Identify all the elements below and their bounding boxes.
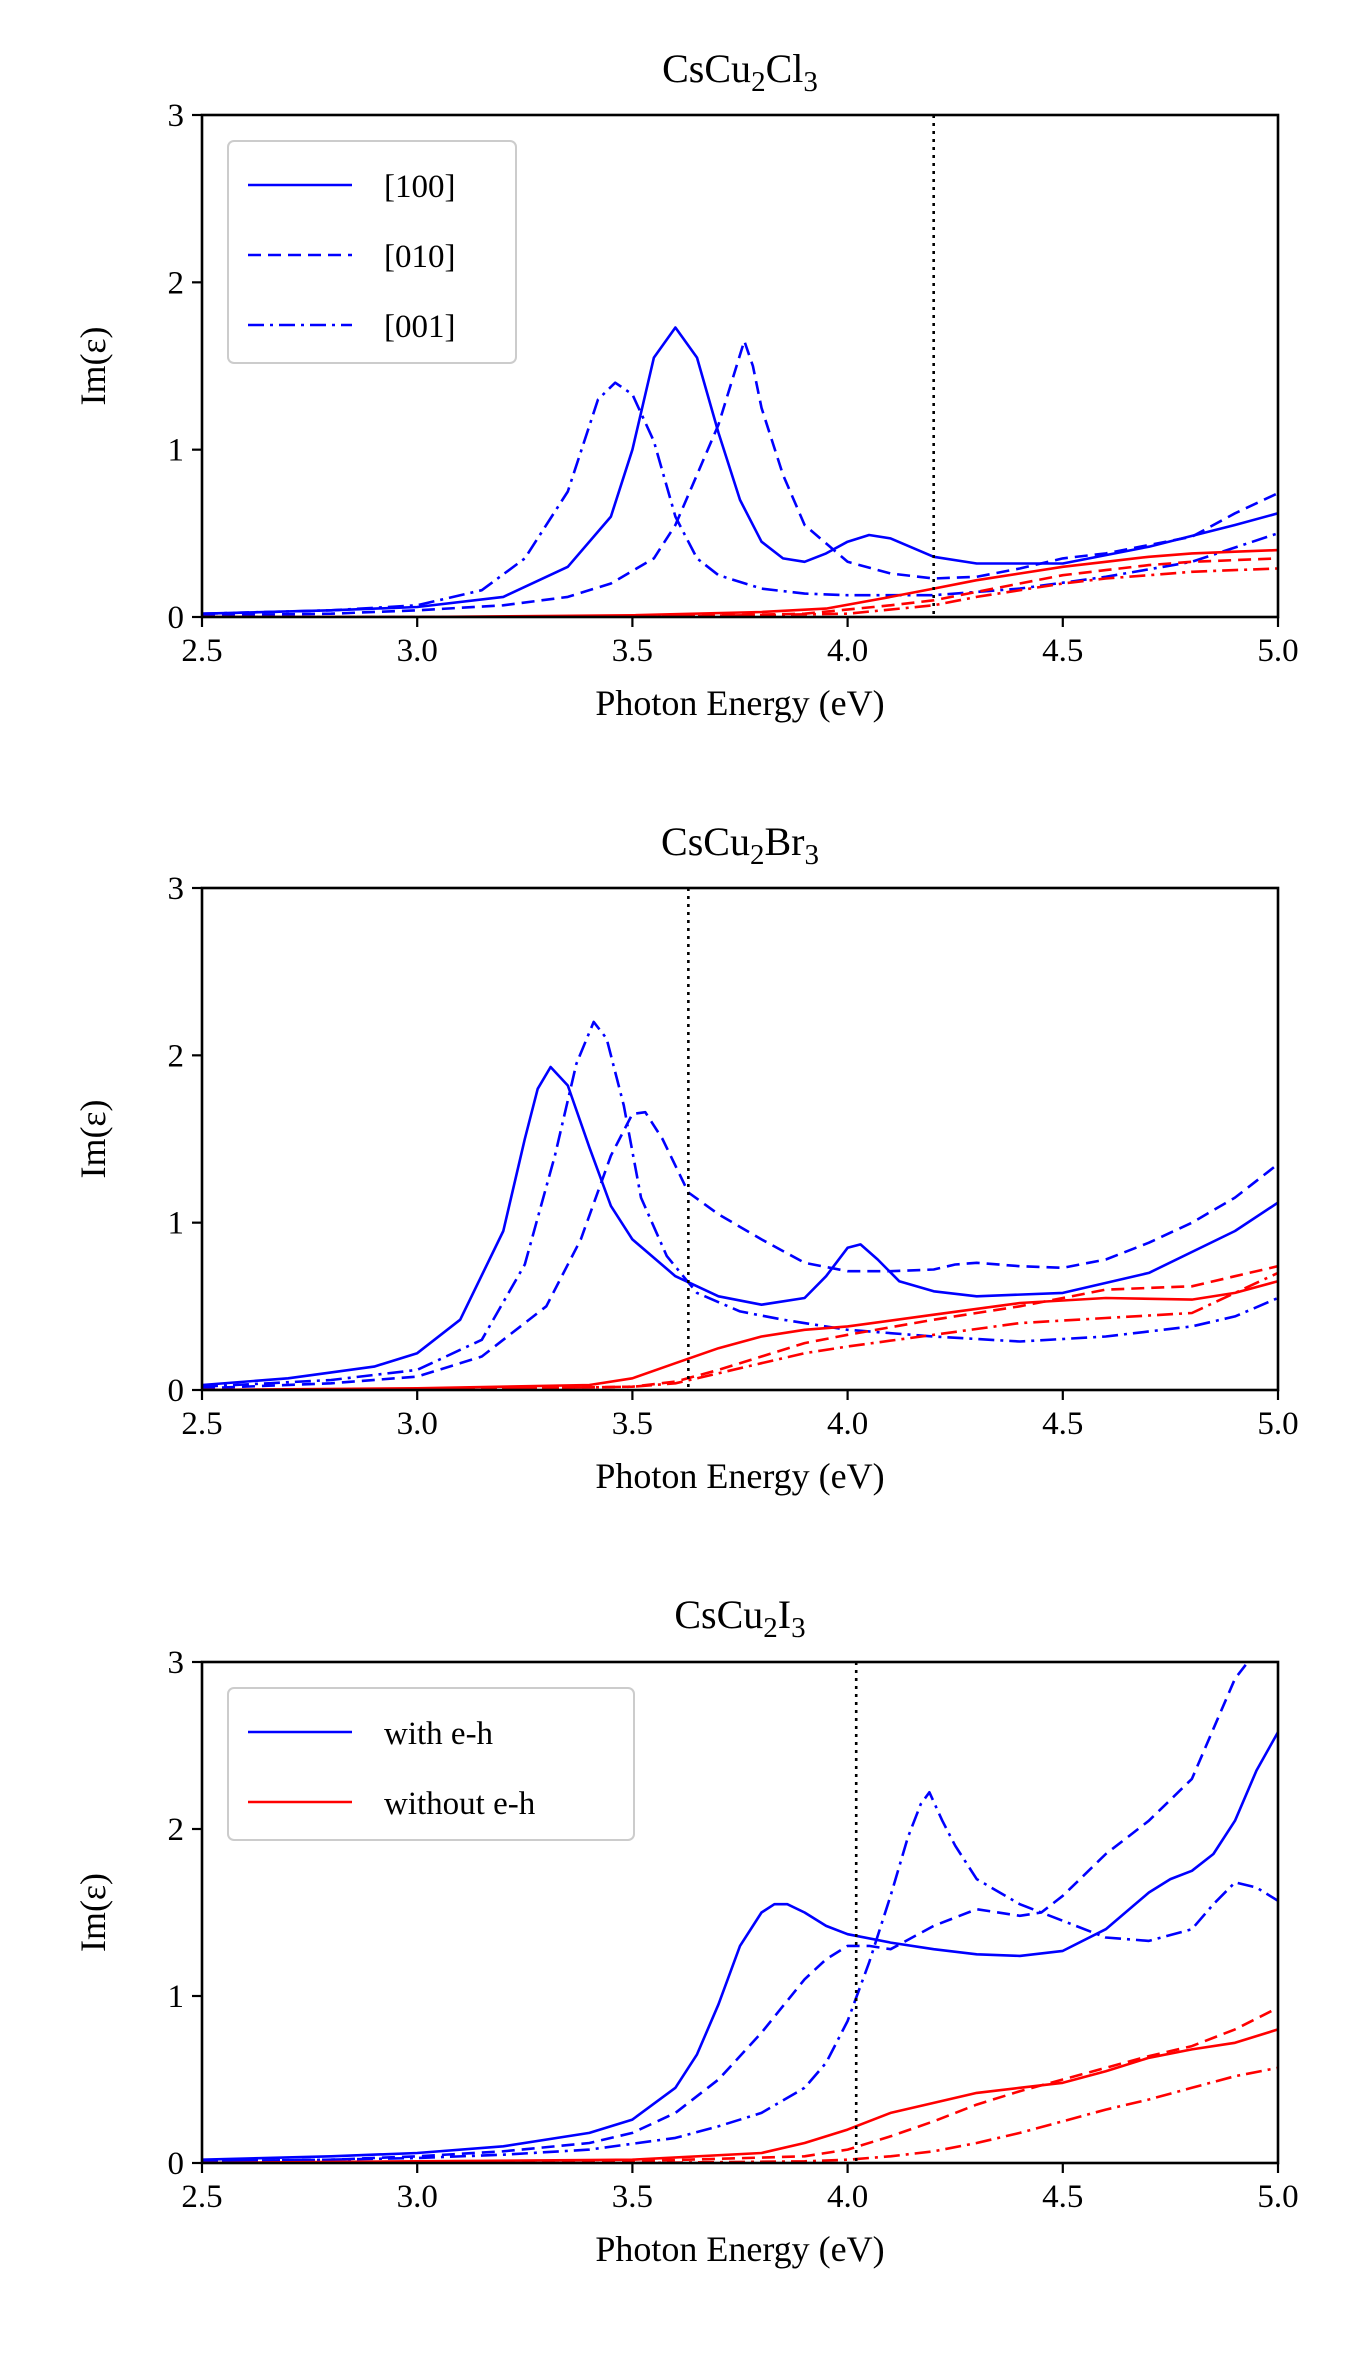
y-tick-label: 0: [168, 600, 185, 636]
title-subscript: 3: [803, 66, 818, 98]
series-line-5: [202, 567, 1278, 617]
axes-frame: [200, 113, 1280, 619]
series-line-3: [202, 548, 1278, 617]
title-text: CsCu: [661, 819, 750, 864]
series-line-2: [202, 1791, 1278, 2163]
x-axis-label: Photon Energy (eV): [595, 683, 884, 723]
x-tick-label: 3.0: [397, 2179, 438, 2215]
series-line-3: [202, 1279, 1278, 1390]
title-subscript: 2: [751, 66, 766, 98]
y-tick-label: 2: [168, 1812, 185, 1848]
legend-label: [001]: [384, 309, 455, 345]
title-text: CsCu: [674, 1592, 763, 1637]
title-text: CsCu: [662, 46, 751, 91]
y-tick-label: 2: [168, 265, 185, 301]
legend-label: without e-h: [384, 1786, 536, 1822]
y-tick-label: 3: [168, 98, 185, 134]
series-line-5: [202, 2066, 1278, 2163]
series-line-1: [202, 1110, 1278, 1390]
y-tick-label: 1: [168, 433, 185, 469]
series-group: [202, 1662, 1278, 2163]
series-line-1: [202, 339, 1278, 617]
y-tick-label: 1: [168, 1979, 185, 2015]
x-tick-label: 4.0: [827, 1406, 868, 1442]
title-text: I: [778, 1592, 791, 1637]
y-tick-label: 0: [168, 2146, 185, 2182]
series-line-5: [202, 1271, 1278, 1390]
series-line-4: [202, 1264, 1278, 1390]
legend: with e-h without e-h: [227, 1687, 635, 1841]
x-axis-label: Photon Energy (eV): [595, 1456, 884, 1496]
x-tick-label: 3.0: [397, 633, 438, 669]
chart-title: CsCu2Br3: [661, 819, 819, 871]
y-tick-label: 3: [168, 1645, 185, 1681]
x-tick-label: 4.0: [827, 2179, 868, 2215]
title-subscript: 2: [750, 839, 765, 871]
legend-label: [100]: [384, 169, 455, 205]
series-line-4: [202, 557, 1278, 617]
y-tick-label: 3: [168, 871, 185, 907]
legend: [100] [010] [001]: [227, 140, 517, 364]
axes-frame: [200, 886, 1280, 1392]
x-tick-label: 2.5: [181, 1406, 222, 1442]
x-tick-label: 4.0: [827, 633, 868, 669]
series-line-4: [202, 2006, 1278, 2163]
axes-frame: [200, 1660, 1280, 2165]
x-tick-label: 4.5: [1042, 2179, 1083, 2215]
y-tick-label: 0: [168, 1373, 185, 1409]
title-subscript: 2: [763, 1612, 778, 1644]
legend-label: [010]: [384, 239, 455, 275]
legend-box: [227, 140, 517, 364]
series-line-3: [202, 2028, 1278, 2163]
title-subscript: 3: [804, 839, 819, 871]
x-axis-label: Photon Energy (eV): [595, 2229, 884, 2269]
series-line-0: [202, 1065, 1278, 1387]
x-tick-label: 3.5: [612, 633, 653, 669]
series-group: [202, 326, 1278, 617]
x-tick-label: 2.5: [181, 633, 222, 669]
series-line-0: [202, 1731, 1278, 2161]
y-tick-label: 2: [168, 1038, 185, 1074]
x-tick-label: 4.5: [1042, 1406, 1083, 1442]
y-tick-label: 1: [168, 1206, 185, 1242]
legend-label: with e-h: [384, 1716, 494, 1752]
title-text: Br: [764, 819, 804, 864]
x-tick-label: 3.0: [397, 1406, 438, 1442]
x-tick-label: 3.5: [612, 1406, 653, 1442]
series-group: [202, 1020, 1278, 1390]
y-axis-label: Im(ε): [73, 1099, 113, 1178]
title-text: Cl: [766, 46, 804, 91]
chart-title: CsCu2Cl3: [662, 46, 818, 98]
x-tick-label: 4.5: [1042, 633, 1083, 669]
x-tick-label: 5.0: [1257, 1406, 1298, 1442]
x-tick-label: 5.0: [1257, 2179, 1298, 2215]
x-tick-label: 3.5: [612, 2179, 653, 2215]
title-subscript: 3: [791, 1612, 806, 1644]
x-tick-label: 2.5: [181, 2179, 222, 2215]
y-axis-label: Im(ε): [73, 326, 113, 405]
chart-title: CsCu2I3: [674, 1592, 805, 1644]
series-line-1: [202, 1662, 1249, 2163]
series-line-0: [202, 326, 1278, 615]
y-axis-label: Im(ε): [73, 1873, 113, 1952]
x-tick-label: 5.0: [1257, 633, 1298, 669]
series-line-2: [202, 381, 1278, 615]
series-line-2: [202, 1020, 1278, 1388]
